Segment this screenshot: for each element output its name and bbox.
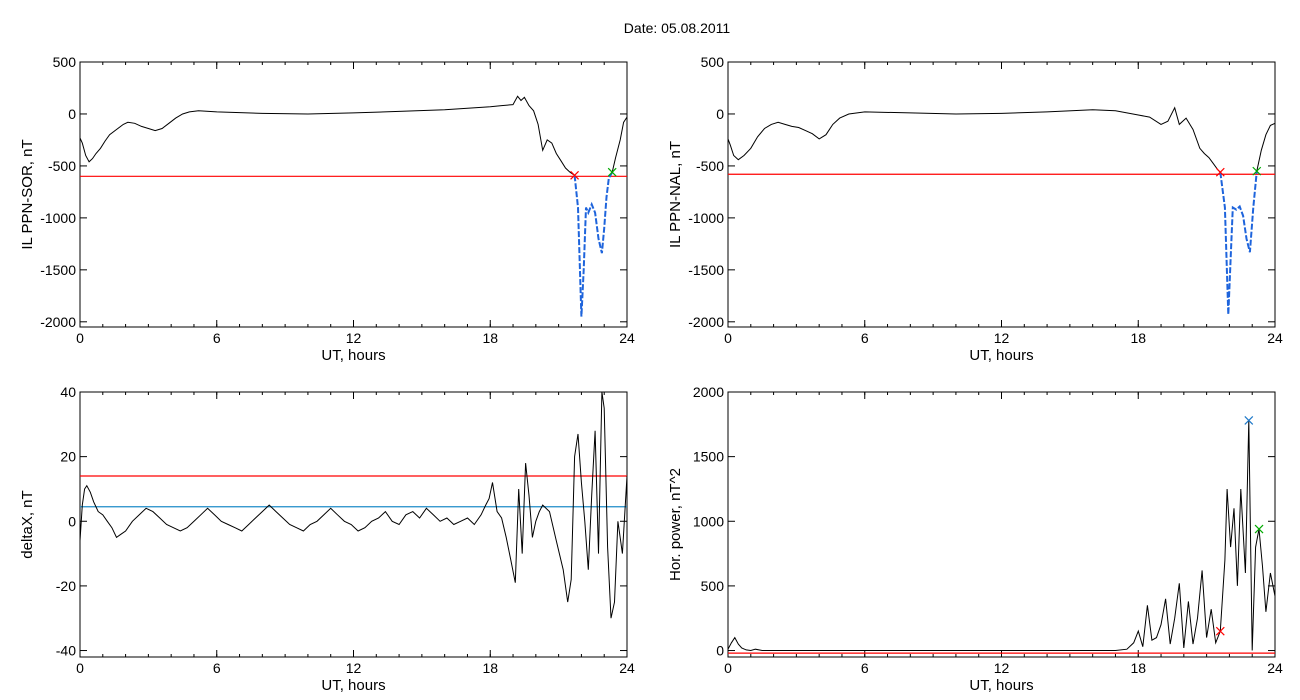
x-tick-label: 6	[861, 330, 869, 346]
x-tick-label: 0	[76, 660, 84, 676]
x-tick-label: 12	[346, 330, 362, 346]
x-tick-label: 0	[724, 330, 732, 346]
chart-panel-il-ppn-nal: UT, hours IL PPN-NAL, nT 0 6 12 18 24 500 0 -50…	[667, 54, 1283, 364]
series-line	[573, 171, 614, 317]
x-axis-label: UT, hours	[321, 347, 385, 364]
x-tick-label: 12	[994, 330, 1010, 346]
y-tick-label: 2000	[693, 384, 724, 400]
y-tick-label: 500	[701, 54, 725, 70]
x-tick-label: 24	[619, 330, 635, 346]
y-tick-label: -1000	[688, 210, 724, 226]
x-tick-label: 0	[76, 330, 84, 346]
event-marker	[1252, 166, 1262, 176]
figure-title: Date: 05.08.2011	[624, 20, 731, 36]
event-marker	[1254, 524, 1264, 534]
event-marker	[1215, 626, 1225, 636]
y-tick-label: 0	[716, 106, 724, 122]
y-tick-label: 500	[701, 578, 725, 594]
y-tick-label: 1000	[693, 513, 724, 529]
plot-frame	[727, 391, 1276, 658]
y-axis-label: deltaX, nT	[19, 490, 36, 558]
series-line	[728, 106, 1221, 173]
x-tick-label: 12	[346, 660, 362, 676]
x-axis-label: UT, hours	[321, 677, 385, 694]
series-line	[611, 116, 627, 173]
y-axis-label: Hor. power, nT^2	[667, 468, 684, 581]
series-line	[1256, 122, 1275, 172]
y-axis-label: IL PPN-NAL, nT	[667, 141, 684, 248]
y-tick-label: -1500	[688, 262, 724, 278]
series-line	[80, 95, 575, 176]
y-axis-label: IL PPN-SOR, nT	[19, 139, 36, 249]
x-tick-label: 6	[861, 660, 869, 676]
y-tick-label: 1500	[693, 449, 724, 465]
x-tick-label: 6	[213, 660, 221, 676]
x-tick-label: 0	[724, 660, 732, 676]
series-line	[728, 420, 1275, 652]
plot-frame	[79, 61, 628, 328]
y-tick-label: 0	[68, 513, 76, 529]
event-marker	[570, 170, 580, 180]
x-tick-label: 12	[994, 660, 1010, 676]
y-tick-label: -20	[56, 578, 76, 594]
y-tick-label: -2000	[688, 314, 724, 330]
y-tick-label: 40	[60, 384, 76, 400]
x-tick-label: 24	[619, 660, 635, 676]
chart-panel-il-ppn-sor: UT, hours IL PPN-SOR, nT 0 6 12 18 24 500 0 -50…	[19, 54, 635, 364]
series-line	[1219, 171, 1258, 315]
event-marker	[1244, 416, 1254, 425]
y-tick-label: -500	[696, 158, 724, 174]
y-tick-label: -1000	[40, 210, 76, 226]
y-tick-label: -2000	[40, 314, 76, 330]
y-tick-label: -40	[56, 643, 76, 659]
x-tick-label: 18	[1130, 660, 1146, 676]
x-axis-label: UT, hours	[969, 677, 1033, 694]
x-tick-label: 24	[1267, 660, 1283, 676]
plot-frame	[79, 391, 628, 658]
event-marker	[1215, 167, 1225, 177]
y-tick-label: 500	[53, 54, 77, 70]
series-line	[80, 392, 627, 619]
chart-panel-hor-power: UT, hours Hor. power, nT^2 0 6 12 18 24 2000 1…	[667, 384, 1283, 694]
y-tick-label: -1500	[40, 262, 76, 278]
y-tick-label: 0	[716, 643, 724, 659]
chart-panel-deltax: UT, hours deltaX, nT 0 6 12 18 24 40 20 0 -20 -40	[19, 384, 635, 694]
plot-frame	[727, 61, 1276, 328]
x-tick-label: 6	[213, 330, 221, 346]
x-tick-label: 18	[1130, 330, 1146, 346]
x-tick-label: 18	[482, 330, 498, 346]
x-axis-label: UT, hours	[969, 347, 1033, 364]
y-tick-label: 20	[60, 449, 76, 465]
y-tick-label: -500	[48, 158, 76, 174]
y-tick-label: 0	[68, 106, 76, 122]
event-marker	[607, 167, 617, 177]
x-tick-label: 18	[482, 660, 498, 676]
x-tick-label: 24	[1267, 330, 1283, 346]
